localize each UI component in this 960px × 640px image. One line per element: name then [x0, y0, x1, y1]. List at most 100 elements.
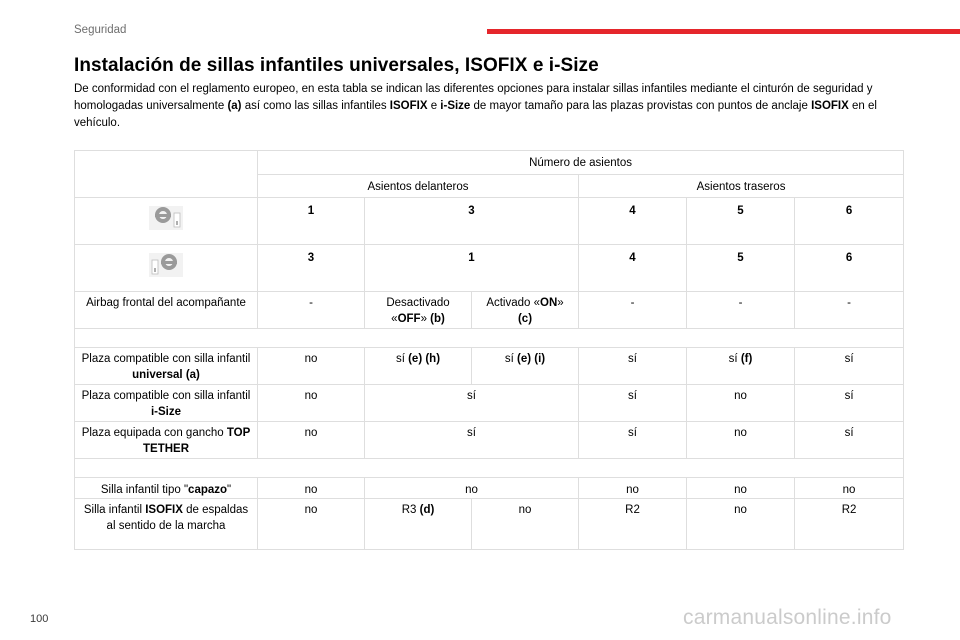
cell: no: [257, 421, 365, 459]
table-row: 1 3 4 5 6: [74, 197, 905, 245]
cell: no: [686, 498, 795, 550]
front-seats-header: Asientos delanteros: [257, 174, 579, 198]
cell: -: [686, 291, 795, 329]
empty-corner-cell: [74, 150, 258, 198]
note-ref: (e) (i): [517, 353, 546, 365]
cell: no: [686, 384, 795, 422]
cell: R3 (d): [364, 498, 472, 550]
cell: R2: [578, 498, 687, 550]
cell-text: sí: [728, 353, 741, 365]
cell: sí: [793, 347, 905, 385]
intro-bold-run: i-Size: [440, 100, 471, 112]
cell: sí: [578, 421, 687, 459]
table-spacer-row: [73, 328, 905, 348]
cell: Desactivado «OFF» (b): [364, 291, 472, 329]
cell: no: [364, 477, 579, 499]
table-row: Plaza equipada con gancho TOP TETHER no …: [74, 421, 905, 459]
cell: sí: [364, 421, 579, 459]
cell: 5: [686, 244, 795, 292]
child-seat-table: Número de asientos Asientos delanteros A…: [73, 150, 905, 550]
cell: 6: [793, 197, 905, 245]
cell: 4: [578, 244, 687, 292]
cell: 6: [793, 244, 905, 292]
cell: no: [578, 477, 687, 499]
note-ref: (c): [517, 313, 533, 325]
cell: -: [257, 291, 365, 329]
cell: sí (e) (i): [471, 347, 579, 385]
label-bold: ISOFIX: [145, 504, 183, 516]
cell: sí: [578, 384, 687, 422]
spacer-cell: [73, 328, 905, 348]
label-bold: TOP TETHER: [143, 427, 251, 455]
steering-wheel-rhd-icon: [149, 253, 183, 277]
cell: no: [257, 477, 365, 499]
rear-seats-header: Asientos traseros: [577, 174, 905, 198]
label-text: Plaza compatible con silla infantil: [81, 353, 251, 365]
note-ref: (b): [430, 313, 445, 325]
table-row: Airbag frontal del acompañante - Desacti…: [74, 291, 905, 329]
table-row: Plaza compatible con silla infantil univ…: [74, 347, 905, 385]
cell: sí: [364, 384, 579, 422]
cell: no: [257, 498, 365, 550]
cell: sí: [793, 421, 905, 459]
label-text: ": [227, 484, 232, 496]
cell-text: »: [420, 313, 431, 325]
page-number: 100: [30, 613, 49, 625]
header-accent-bar: [487, 29, 960, 34]
cell-text: Desactivado «: [386, 297, 450, 325]
cell-bold: ON: [540, 297, 558, 309]
section-label: Seguridad: [74, 24, 127, 36]
intro-paragraph: De conformidad con el reglamento europeo…: [74, 81, 889, 132]
steering-wheel-lhd-cell: [74, 197, 258, 245]
label-text: Plaza compatible con silla infantil: [81, 390, 251, 402]
seat-number-header: Número de asientos: [256, 150, 905, 175]
cell: sí (f): [686, 347, 795, 385]
table-spacer-row: [73, 458, 905, 478]
page-title: Instalación de sillas infantiles univers…: [74, 55, 599, 76]
cell-text: »: [557, 297, 564, 309]
cell: no: [686, 421, 795, 459]
row-label: Plaza compatible con silla infantil univ…: [74, 347, 258, 385]
cell-bold: OFF: [397, 313, 421, 325]
spacer-cell: [73, 458, 905, 478]
steering-wheel-rhd-cell: [74, 244, 258, 292]
table-header-row: Número de asientos: [74, 150, 905, 198]
intro-text-run: de mayor tamaño para las plazas provista…: [470, 100, 812, 112]
table-row: 3 1 4 5 6: [74, 244, 905, 292]
cell-text: Activado «: [486, 297, 541, 309]
intro-text-run: así como las sillas infantiles: [241, 100, 390, 112]
cell-text: sí: [395, 353, 409, 365]
intro-text-run: e: [427, 100, 441, 112]
label-bold: i-Size: [150, 406, 182, 418]
note-ref: (d): [419, 504, 435, 516]
cell: 5: [686, 197, 795, 245]
cell: 3: [257, 244, 365, 292]
label-text: Silla infantil: [83, 504, 146, 516]
intro-text-run: De conformidad con el reglamento europeo…: [74, 83, 873, 112]
intro-text-run: en el vehículo.: [74, 100, 877, 129]
row-label: Airbag frontal del acompañante: [74, 291, 258, 329]
row-label: Plaza equipada con gancho TOP TETHER: [74, 421, 258, 459]
cell: no: [686, 477, 795, 499]
note-ref: (e) (h): [408, 353, 441, 365]
cell: 4: [578, 197, 687, 245]
cell-text: sí: [504, 353, 518, 365]
cell: no: [471, 498, 579, 550]
intro-bold-run: ISOFIX: [389, 100, 428, 112]
label-text: Silla infantil tipo ": [100, 484, 189, 496]
cell: -: [578, 291, 687, 329]
cell: R2: [793, 498, 905, 550]
label-bold: capazo: [188, 484, 228, 496]
label-text: de espaldas al sentido de la marcha: [106, 504, 249, 532]
label-bold: universal (a): [132, 369, 200, 381]
cell: sí (e) (h): [364, 347, 472, 385]
intro-bold-run: ISOFIX: [811, 100, 849, 112]
row-label: Silla infantil ISOFIX de espaldas al sen…: [74, 498, 258, 550]
intro-bold-run: (a): [227, 100, 242, 112]
row-label: Plaza compatible con silla infantil i-Si…: [74, 384, 258, 422]
table-row: Silla infantil tipo "capazo" no no no no…: [74, 477, 905, 499]
label-text: Plaza equipada con gancho: [81, 427, 227, 439]
cell: sí: [793, 384, 905, 422]
cell: no: [793, 477, 905, 499]
note-ref: (f): [740, 353, 753, 365]
